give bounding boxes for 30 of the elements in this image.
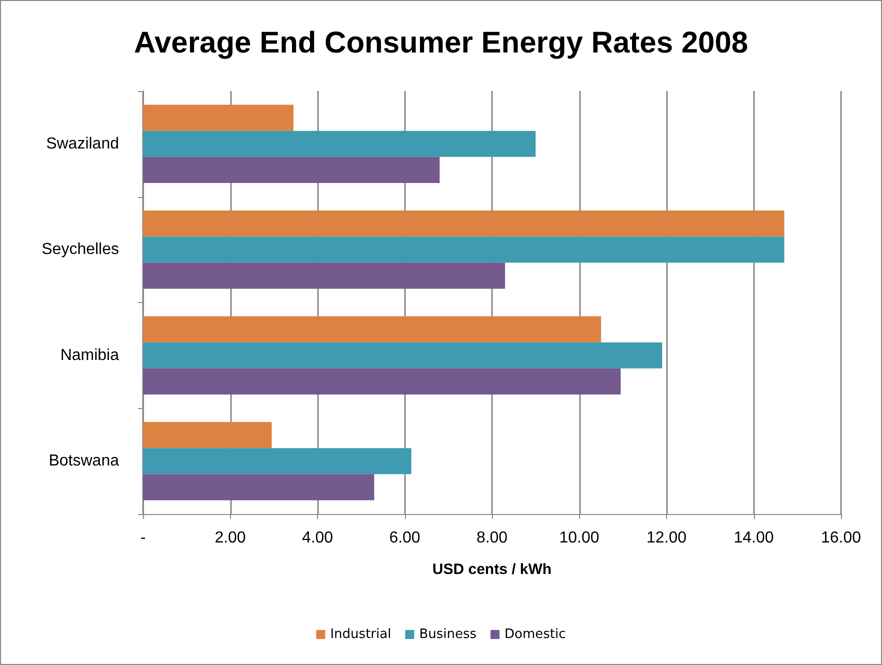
chart-title: Average End Consumer Energy Rates 2008 xyxy=(134,26,748,60)
legend-label: Industrial xyxy=(330,627,392,642)
bar xyxy=(143,156,440,184)
bar xyxy=(143,448,412,474)
x-tick-label: 4.00 xyxy=(302,530,334,546)
bar xyxy=(143,130,536,157)
y-tick-label: Namibia xyxy=(60,346,120,364)
x-tick-label: 6.00 xyxy=(389,530,420,546)
bar xyxy=(143,236,784,263)
bar xyxy=(143,368,621,395)
x-tick-label: 8.00 xyxy=(476,530,508,546)
bar xyxy=(143,342,662,368)
bar xyxy=(143,316,602,342)
x-tick-label: 12.00 xyxy=(646,530,687,546)
legend-label: Business xyxy=(419,627,477,642)
y-tick-label: Botswana xyxy=(48,452,120,470)
legend-label: Domestic xyxy=(504,627,566,642)
x-tick-label: 2.00 xyxy=(214,530,246,546)
bar xyxy=(143,474,374,500)
x-tick-label: - xyxy=(140,530,146,546)
x-axis-title: USD cents / kWh xyxy=(432,561,552,578)
y-tick-label: Seychelles xyxy=(42,241,119,258)
bar xyxy=(143,262,506,289)
y-tick-label: Swaziland xyxy=(46,135,119,152)
x-tick-label: 10.00 xyxy=(559,530,600,546)
bar xyxy=(143,422,272,448)
bar xyxy=(143,210,784,237)
x-tick-label: 16.00 xyxy=(820,530,862,546)
bar xyxy=(143,104,294,131)
x-tick-label: 14.00 xyxy=(734,530,774,546)
